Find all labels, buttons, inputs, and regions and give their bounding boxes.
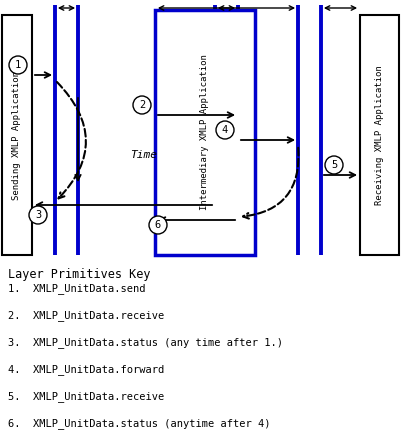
Bar [155,10,254,255]
Bar [2,15,32,255]
Text: 2.  XMLP_UnitData.receive: 2. XMLP_UnitData.receive [8,310,164,321]
Circle shape [149,216,166,234]
Text: 5.  XMLP_UnitData.receive: 5. XMLP_UnitData.receive [8,391,164,402]
Text: Receiving XMLP Application: Receiving XMLP Application [374,65,383,205]
Text: 2: 2 [138,100,145,110]
Circle shape [133,96,151,114]
Circle shape [324,156,342,174]
Text: 3: 3 [35,210,41,220]
Text: 6: 6 [154,220,161,230]
Circle shape [215,121,233,139]
Circle shape [29,206,47,224]
Text: 4: 4 [221,125,227,135]
Text: 1.  XMLP_UnitData.send: 1. XMLP_UnitData.send [8,283,145,294]
Bar [359,15,398,255]
Text: Sending XMLP Application: Sending XMLP Application [12,70,21,199]
Text: 6.  XMLP_UnitData.status (anytime after 4): 6. XMLP_UnitData.status (anytime after 4… [8,418,270,429]
Text: 5: 5 [330,160,336,170]
Text: Intermediary XMLP Application: Intermediary XMLP Application [200,54,209,211]
Circle shape [9,56,27,74]
Text: 3.  XMLP_UnitData.status (any time after 1.): 3. XMLP_UnitData.status (any time after … [8,337,282,348]
Text: 1: 1 [15,60,21,70]
Text: Time: Time [130,150,157,160]
Text: 4.  XMLP_UnitData.forward: 4. XMLP_UnitData.forward [8,364,164,375]
Text: Layer Primitives Key: Layer Primitives Key [8,268,150,281]
